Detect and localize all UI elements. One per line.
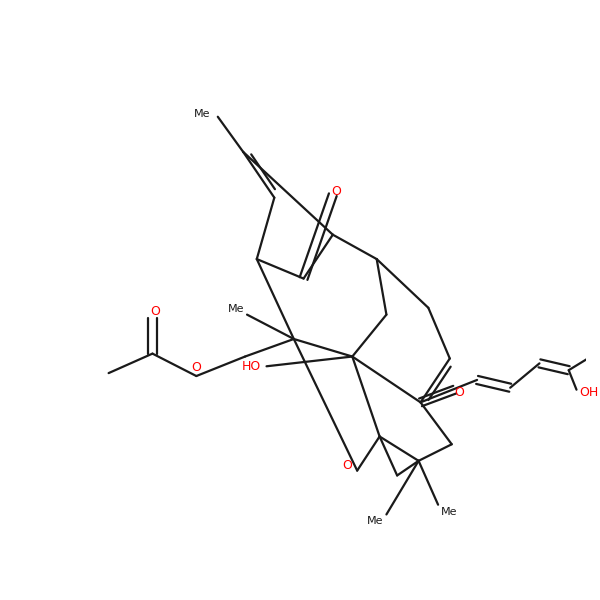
- Text: O: O: [454, 386, 464, 399]
- Text: Me: Me: [441, 507, 458, 517]
- Text: Me: Me: [367, 517, 383, 526]
- Text: HO: HO: [241, 360, 260, 373]
- Text: Me: Me: [194, 109, 211, 119]
- Text: O: O: [343, 460, 353, 472]
- Text: O: O: [191, 361, 201, 374]
- Text: Me: Me: [227, 304, 244, 314]
- Text: OH: OH: [580, 386, 599, 399]
- Text: O: O: [151, 305, 160, 318]
- Text: O: O: [331, 185, 341, 199]
